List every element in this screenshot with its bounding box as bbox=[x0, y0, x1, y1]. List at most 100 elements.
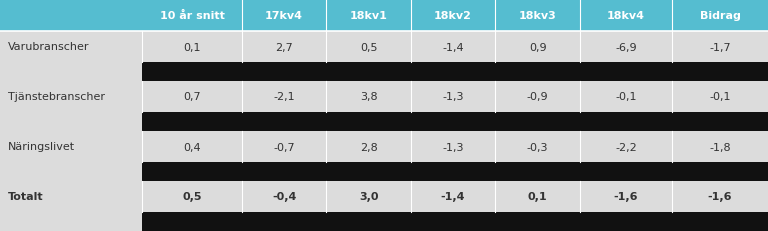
Bar bbox=[580, 162, 672, 181]
Text: -6,9: -6,9 bbox=[615, 42, 637, 52]
Bar bbox=[326, 131, 411, 162]
Bar bbox=[672, 162, 768, 181]
Bar bbox=[142, 32, 242, 63]
Text: 17kv4: 17kv4 bbox=[265, 11, 303, 21]
Bar bbox=[672, 212, 768, 231]
Bar bbox=[580, 112, 672, 131]
Bar bbox=[326, 82, 411, 112]
Bar bbox=[411, 112, 495, 131]
Text: 0,5: 0,5 bbox=[182, 192, 202, 202]
Text: -0,7: -0,7 bbox=[273, 142, 295, 152]
Bar bbox=[142, 212, 242, 231]
Text: Varubranscher: Varubranscher bbox=[8, 42, 89, 52]
Bar bbox=[495, 162, 580, 181]
Bar bbox=[0, 0, 142, 32]
Bar bbox=[0, 162, 142, 181]
Text: Näringslivet: Näringslivet bbox=[8, 142, 74, 152]
Text: -0,4: -0,4 bbox=[272, 192, 296, 202]
Bar bbox=[411, 131, 495, 162]
Text: -0,1: -0,1 bbox=[615, 92, 637, 102]
Bar bbox=[411, 32, 495, 63]
Bar bbox=[411, 181, 495, 212]
Bar bbox=[142, 112, 242, 131]
Bar bbox=[580, 212, 672, 231]
Text: Totalt: Totalt bbox=[8, 192, 43, 202]
Bar bbox=[495, 32, 580, 63]
Bar bbox=[495, 0, 580, 32]
Text: -2,1: -2,1 bbox=[273, 92, 295, 102]
Bar bbox=[142, 63, 242, 82]
Bar bbox=[0, 82, 142, 112]
Bar bbox=[242, 82, 326, 112]
Text: 0,4: 0,4 bbox=[184, 142, 200, 152]
Bar bbox=[495, 131, 580, 162]
Bar bbox=[580, 82, 672, 112]
Text: 0,1: 0,1 bbox=[528, 192, 548, 202]
Bar bbox=[411, 162, 495, 181]
Bar bbox=[580, 32, 672, 63]
Bar bbox=[580, 131, 672, 162]
Bar bbox=[672, 0, 768, 32]
Bar bbox=[495, 82, 580, 112]
Text: -1,4: -1,4 bbox=[441, 192, 465, 202]
Bar bbox=[142, 162, 242, 181]
Bar bbox=[326, 0, 411, 32]
Bar bbox=[580, 181, 672, 212]
Text: -1,6: -1,6 bbox=[708, 192, 732, 202]
Bar bbox=[242, 131, 326, 162]
Bar bbox=[326, 181, 411, 212]
Bar bbox=[326, 32, 411, 63]
Text: 3,8: 3,8 bbox=[360, 92, 377, 102]
Text: -0,1: -0,1 bbox=[710, 92, 730, 102]
Bar bbox=[326, 63, 411, 82]
Bar bbox=[242, 181, 326, 212]
Bar bbox=[326, 112, 411, 131]
Bar bbox=[0, 212, 142, 231]
Text: Tjänstebranscher: Tjänstebranscher bbox=[8, 92, 104, 102]
Text: 2,7: 2,7 bbox=[275, 42, 293, 52]
Text: 18kv2: 18kv2 bbox=[434, 11, 472, 21]
Bar bbox=[411, 63, 495, 82]
Text: -1,7: -1,7 bbox=[709, 42, 731, 52]
Bar bbox=[495, 63, 580, 82]
Bar bbox=[0, 131, 142, 162]
Bar bbox=[326, 162, 411, 181]
Text: 18kv3: 18kv3 bbox=[518, 11, 557, 21]
Text: 0,5: 0,5 bbox=[360, 42, 377, 52]
Bar bbox=[672, 82, 768, 112]
Bar bbox=[0, 32, 142, 63]
Text: Bidrag: Bidrag bbox=[700, 11, 740, 21]
Bar bbox=[672, 32, 768, 63]
Bar bbox=[326, 212, 411, 231]
Text: 18kv1: 18kv1 bbox=[349, 11, 388, 21]
Bar bbox=[672, 63, 768, 82]
Bar bbox=[411, 212, 495, 231]
Bar bbox=[242, 212, 326, 231]
Bar bbox=[672, 112, 768, 131]
Text: 18kv4: 18kv4 bbox=[607, 11, 645, 21]
Bar bbox=[495, 112, 580, 131]
Bar bbox=[580, 0, 672, 32]
Bar bbox=[242, 162, 326, 181]
Bar bbox=[411, 82, 495, 112]
Bar bbox=[672, 181, 768, 212]
Bar bbox=[242, 0, 326, 32]
Text: 10 år snitt: 10 år snitt bbox=[160, 11, 224, 21]
Bar bbox=[672, 131, 768, 162]
Bar bbox=[580, 63, 672, 82]
Bar bbox=[0, 181, 142, 212]
Bar bbox=[411, 0, 495, 32]
Text: -1,8: -1,8 bbox=[709, 142, 731, 152]
Bar bbox=[242, 112, 326, 131]
Bar bbox=[0, 63, 142, 82]
Text: -1,3: -1,3 bbox=[442, 142, 464, 152]
Bar bbox=[142, 131, 242, 162]
Bar bbox=[0, 112, 142, 131]
Bar bbox=[495, 212, 580, 231]
Text: -0,9: -0,9 bbox=[527, 92, 548, 102]
Bar bbox=[242, 63, 326, 82]
Bar bbox=[142, 0, 242, 32]
Text: -0,3: -0,3 bbox=[527, 142, 548, 152]
Text: 3,0: 3,0 bbox=[359, 192, 379, 202]
Text: 0,9: 0,9 bbox=[529, 42, 546, 52]
